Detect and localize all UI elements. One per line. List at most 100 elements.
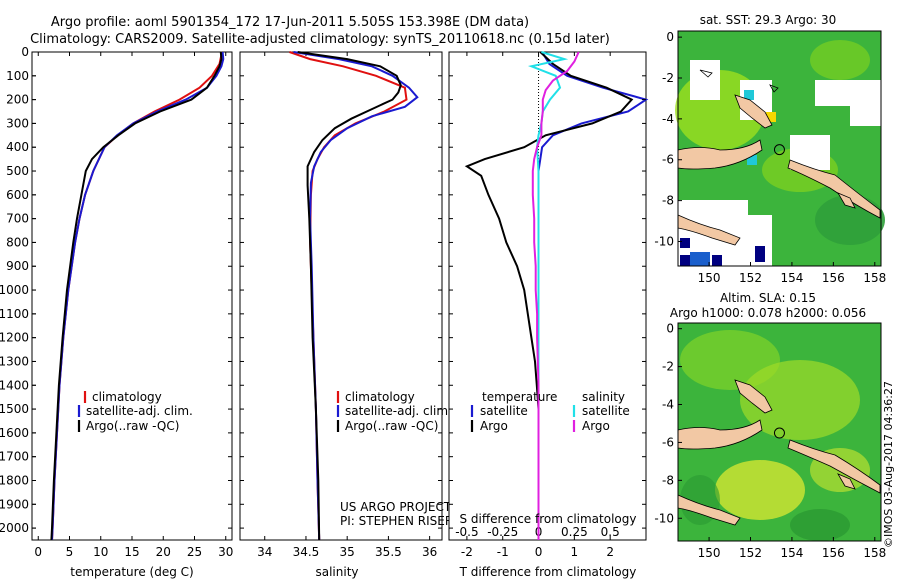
sla-map-title-2: Argo h1000: 0.078 h2000: 0.056 xyxy=(670,306,866,320)
sst-warm-patch xyxy=(810,40,870,80)
yellow-cell xyxy=(766,112,776,122)
sla-high-patch xyxy=(715,460,805,520)
cloud-mask xyxy=(850,106,881,126)
argo-float-marker xyxy=(773,144,785,156)
sst-map-title: sat. SST: 29.3 Argo: 30 xyxy=(700,13,837,27)
legend-argo: Argo(..raw -QC) xyxy=(86,419,179,433)
sst-map: sat. SST: 29.3 Argo: 30 xyxy=(654,13,886,285)
map-x-tick-label: 158 xyxy=(863,546,886,560)
legend-s-argo: Argo xyxy=(582,419,610,433)
cloud-mask xyxy=(815,80,881,106)
map-x-tick-label: 150 xyxy=(698,271,721,285)
top-tick-label: 0.25 xyxy=(561,525,588,539)
temperature-plot-frame xyxy=(31,51,233,541)
new-guinea-east xyxy=(677,419,763,450)
legend-s-satellite: satellite xyxy=(582,404,630,418)
legend-t-argo: Argo xyxy=(480,419,508,433)
sla-map-title-1: Altim. SLA: 0.15 xyxy=(720,291,816,305)
difference-xlabel: T difference from climatology xyxy=(459,565,637,579)
map-y-tick-label: -8 xyxy=(662,473,674,487)
map-y-tick-label: -2 xyxy=(662,71,674,85)
x-tick-label: 36 xyxy=(422,545,437,559)
map-y-tick-label: -8 xyxy=(662,194,674,208)
map-x-tick-label: 154 xyxy=(780,271,803,285)
map-y-tick-label: -6 xyxy=(662,435,674,449)
difference-plot-frame xyxy=(448,51,647,541)
title-line-2: Climatology: CARS2009. Satellite-adjuste… xyxy=(30,32,610,47)
x-tick-label: 15 xyxy=(124,545,139,559)
dark-blue-cell xyxy=(680,238,690,248)
map-y-tick-label: -4 xyxy=(662,112,674,126)
pi-label: PI: STEPHEN RISER xyxy=(340,514,453,528)
depth-tick-label: 0 xyxy=(21,45,29,59)
dark-blue-cell xyxy=(755,246,765,262)
difference-panel: -2 -1 0 1 2 -0.5 -0.25 0 0.25 0.5 T difference f… xyxy=(448,51,649,579)
sst-land xyxy=(677,69,881,246)
map-x-tick-label: 156 xyxy=(822,546,845,560)
x-tick-label: 20 xyxy=(156,545,171,559)
top-tick-label: 0.5 xyxy=(601,525,620,539)
map-y-tick-label: 0 xyxy=(666,322,674,336)
depth-tick-label: 700 xyxy=(6,212,29,226)
map-x-tick-label: 154 xyxy=(780,546,803,560)
island-outline xyxy=(699,69,713,78)
depth-tick-label: 1300 xyxy=(0,354,29,368)
x-tick-label: 1 xyxy=(571,545,579,559)
salinity-xlabel: salinity xyxy=(315,565,358,579)
temperature-panel: 0100200300400500600700800900100011001200… xyxy=(0,45,233,579)
legend-salinity-title: salinity xyxy=(582,390,625,404)
depth-tick-label: 900 xyxy=(6,259,29,273)
temperature-xlabel: temperature (deg C) xyxy=(70,565,193,579)
map-x-tick-label: 156 xyxy=(822,271,845,285)
sst-map-frame xyxy=(677,30,882,267)
salinity-legend: climatology satellite-adj. clim. Argo(..… xyxy=(336,390,452,433)
map-x-tick-label: 152 xyxy=(739,271,762,285)
map-y-tick-label: 0 xyxy=(666,30,674,44)
cyan-cell xyxy=(744,90,754,100)
papua-peninsula xyxy=(677,494,741,526)
legend-t-satellite: satellite xyxy=(480,404,528,418)
sst-field xyxy=(675,40,885,266)
x-tick-label: 2 xyxy=(606,545,614,559)
cloud-mask xyxy=(690,60,720,100)
x-tick-label: 34.5 xyxy=(293,545,320,559)
series-line-t-argo xyxy=(464,51,634,540)
legend-satellite: satellite-adj. clim. xyxy=(345,404,452,418)
solomon-islands xyxy=(787,159,881,219)
map-y-tick-label: -2 xyxy=(662,360,674,374)
depth-tick-label: 1200 xyxy=(0,331,29,345)
legend-satellite: satellite-adj. clim. xyxy=(86,404,193,418)
temperature-legend: climatology satellite-adj. clim. Argo(..… xyxy=(77,390,193,433)
sla-map: Altim. SLA: 0.15 Argo h1000: 0.078 h2000… xyxy=(654,291,886,560)
depth-tick-label: 2000 xyxy=(0,521,29,535)
x-tick-label: 5 xyxy=(66,545,74,559)
dark-blue-cell xyxy=(712,255,722,266)
series-line-argo-raw-qc- xyxy=(297,51,402,541)
x-tick-label: 34 xyxy=(257,545,272,559)
map-x-tick-label: 152 xyxy=(739,546,762,560)
depth-tick-label: 500 xyxy=(6,164,29,178)
legend-argo: Argo(..raw -QC) xyxy=(345,419,438,433)
imos-timestamp: ©IMOS 03-Aug-2017 04:36:27 xyxy=(882,381,895,548)
argo-float-marker xyxy=(773,427,785,439)
depth-tick-label: 600 xyxy=(6,188,29,202)
series-line-s-argo xyxy=(531,51,580,540)
solomon-islands xyxy=(787,439,881,494)
blue-cell xyxy=(690,252,710,266)
sla-map-frame xyxy=(677,322,882,542)
legend-climatology: climatology xyxy=(92,390,162,404)
island xyxy=(837,473,856,490)
sla-field xyxy=(680,330,870,541)
sla-low-patch xyxy=(790,509,850,541)
new-ireland xyxy=(734,94,773,129)
title-line-1: Argo profile: aoml 5901354_172 17-Jun-20… xyxy=(51,15,529,30)
depth-tick-label: 1900 xyxy=(0,497,29,511)
top-tick-label: -0.25 xyxy=(487,525,518,539)
series-line-s-satellite xyxy=(527,51,569,540)
x-tick-label: 30 xyxy=(218,545,233,559)
island xyxy=(837,192,856,209)
map-y-tick-label: -4 xyxy=(662,398,674,412)
papua-peninsula xyxy=(677,214,741,246)
map-y-tick-label: -10 xyxy=(654,234,674,248)
